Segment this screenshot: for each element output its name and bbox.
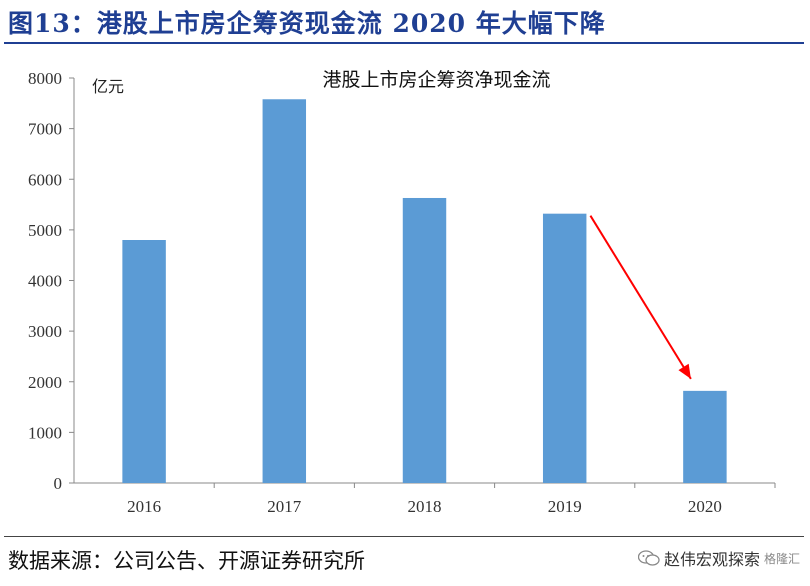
y-axis: 0 1000 2000 3000 4000 5000 6000 7000 8000 xyxy=(28,69,75,493)
watermark-main: 赵伟宏观探索 xyxy=(663,550,760,569)
y-tick-label: 5000 xyxy=(28,221,62,240)
y-tick-label: 6000 xyxy=(28,170,62,189)
x-tick-label: 2018 xyxy=(408,497,442,516)
x-tick-label: 2017 xyxy=(267,497,302,516)
title-divider xyxy=(4,42,804,44)
watermark-sub: 格隆汇 xyxy=(763,551,800,566)
bar-2017 xyxy=(262,99,307,483)
watermark: 赵伟宏观探索 格隆汇 xyxy=(637,546,800,570)
y-axis-unit: 亿元 xyxy=(92,77,124,96)
y-tick-label: 0 xyxy=(54,474,63,493)
footer-divider xyxy=(4,536,804,537)
y-tick-label: 1000 xyxy=(28,423,62,442)
y-tick-label: 7000 xyxy=(28,120,62,139)
bar-2020 xyxy=(683,390,727,483)
bars xyxy=(122,99,727,484)
figure-title: 图13：港股上市房企筹资现金流 2020 年大幅下降 xyxy=(8,9,606,38)
arrow-head xyxy=(678,363,691,379)
chart-title: 港股上市房企筹资净现金流 xyxy=(322,69,550,91)
bar-2016 xyxy=(122,240,166,483)
y-tick-label: 3000 xyxy=(28,322,62,341)
x-tick-label: 2016 xyxy=(127,497,161,516)
y-tick-label: 2000 xyxy=(28,373,62,392)
x-axis: 2016 2017 2018 2019 2020 xyxy=(74,482,776,516)
x-tick-label: 2019 xyxy=(548,497,582,516)
y-tick-label: 4000 xyxy=(28,272,62,291)
source-note: 数据来源：公司公告、开源证券研究所 xyxy=(8,549,365,573)
arrow-line xyxy=(589,215,692,380)
wechat-icon xyxy=(637,550,660,566)
bar-2019 xyxy=(542,213,587,484)
x-tick-label: 2020 xyxy=(688,497,722,516)
bar-2018 xyxy=(402,197,447,483)
y-tick-label: 8000 xyxy=(28,69,62,88)
trend-annotation xyxy=(589,215,692,380)
